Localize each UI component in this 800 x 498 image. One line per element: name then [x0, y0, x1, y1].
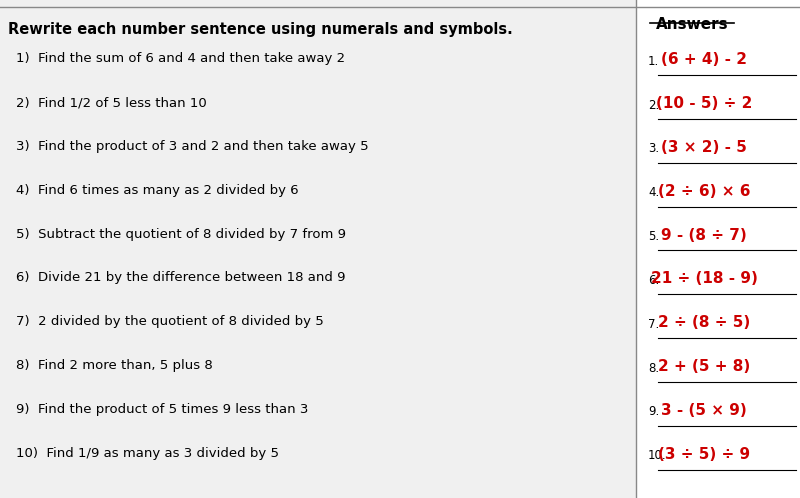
Text: 6)  Divide 21 by the difference between 18 and 9: 6) Divide 21 by the difference between 1…: [16, 271, 346, 284]
Text: Rewrite each number sentence using numerals and symbols.: Rewrite each number sentence using numer…: [8, 22, 513, 37]
Text: 4.: 4.: [648, 186, 659, 199]
Text: 9.: 9.: [648, 405, 659, 418]
Text: 21 ÷ (18 - 9): 21 ÷ (18 - 9): [650, 271, 758, 286]
Text: 9 - (8 ÷ 7): 9 - (8 ÷ 7): [661, 228, 747, 243]
Text: 3 - (5 × 9): 3 - (5 × 9): [661, 403, 747, 418]
Text: 2 + (5 + 8): 2 + (5 + 8): [658, 359, 750, 374]
Text: 8)  Find 2 more than, 5 plus 8: 8) Find 2 more than, 5 plus 8: [16, 359, 213, 372]
Text: 9)  Find the product of 5 times 9 less than 3: 9) Find the product of 5 times 9 less th…: [16, 403, 308, 416]
Text: 1)  Find the sum of 6 and 4 and then take away 2: 1) Find the sum of 6 and 4 and then take…: [16, 52, 345, 65]
Text: 2 ÷ (8 ÷ 5): 2 ÷ (8 ÷ 5): [658, 315, 750, 330]
Text: 5.: 5.: [648, 230, 659, 243]
Text: (2 ÷ 6) × 6: (2 ÷ 6) × 6: [658, 184, 750, 199]
Text: 3)  Find the product of 3 and 2 and then take away 5: 3) Find the product of 3 and 2 and then …: [16, 140, 369, 153]
FancyBboxPatch shape: [636, 0, 800, 498]
Text: 4)  Find 6 times as many as 2 divided by 6: 4) Find 6 times as many as 2 divided by …: [16, 184, 298, 197]
Text: (6 + 4) - 2: (6 + 4) - 2: [661, 52, 747, 67]
Text: 7.: 7.: [648, 318, 659, 331]
Text: (3 × 2) - 5: (3 × 2) - 5: [661, 140, 747, 155]
Text: 10.: 10.: [648, 449, 666, 462]
Text: 2)  Find 1/2 of 5 less than 10: 2) Find 1/2 of 5 less than 10: [16, 96, 206, 109]
Text: 3.: 3.: [648, 142, 659, 155]
FancyBboxPatch shape: [0, 0, 636, 498]
Text: 2.: 2.: [648, 99, 659, 112]
Text: 6.: 6.: [648, 274, 659, 287]
Text: (3 ÷ 5) ÷ 9: (3 ÷ 5) ÷ 9: [658, 447, 750, 462]
Text: 10)  Find 1/9 as many as 3 divided by 5: 10) Find 1/9 as many as 3 divided by 5: [16, 447, 279, 460]
Text: (10 - 5) ÷ 2: (10 - 5) ÷ 2: [656, 96, 752, 111]
Text: 7)  2 divided by the quotient of 8 divided by 5: 7) 2 divided by the quotient of 8 divide…: [16, 315, 324, 328]
Text: 5)  Subtract the quotient of 8 divided by 7 from 9: 5) Subtract the quotient of 8 divided by…: [16, 228, 346, 241]
Text: 1.: 1.: [648, 55, 659, 68]
Text: Answers: Answers: [656, 17, 728, 32]
Text: 8.: 8.: [648, 362, 659, 374]
